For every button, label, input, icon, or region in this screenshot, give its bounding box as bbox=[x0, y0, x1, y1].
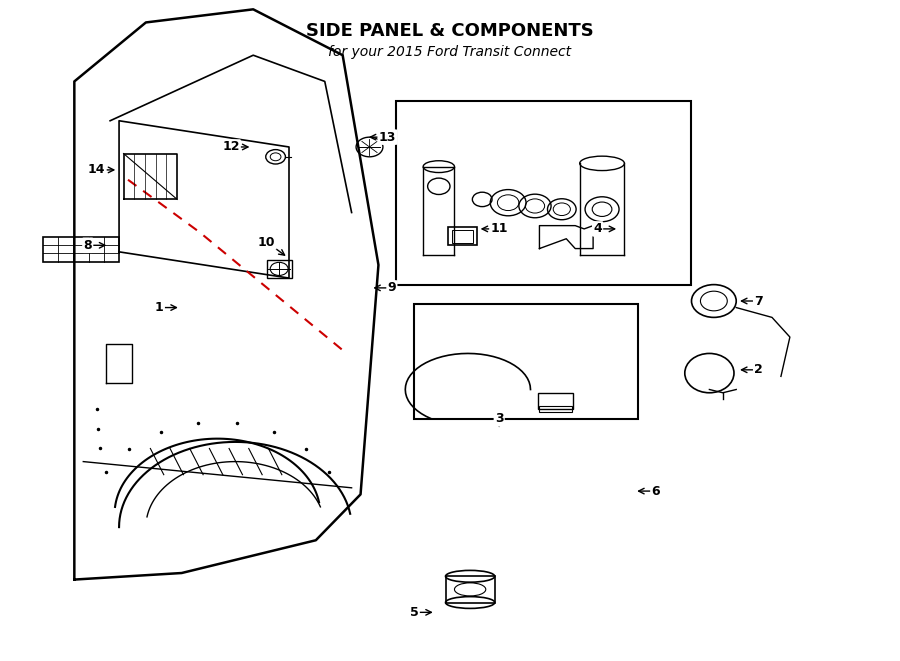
Text: 2: 2 bbox=[754, 364, 763, 376]
Text: 14: 14 bbox=[88, 163, 105, 176]
Bar bbox=[537, 393, 573, 409]
Bar bbox=[43, 237, 119, 262]
Text: for your 2015 Ford Transit Connect: for your 2015 Ford Transit Connect bbox=[328, 46, 572, 59]
Text: 3: 3 bbox=[495, 412, 503, 426]
Text: 1: 1 bbox=[155, 301, 164, 314]
Text: 4: 4 bbox=[593, 222, 602, 235]
Text: SIDE PANEL & COMPONENTS: SIDE PANEL & COMPONENTS bbox=[306, 22, 594, 40]
Text: 13: 13 bbox=[379, 131, 396, 143]
Text: 9: 9 bbox=[388, 282, 396, 294]
Text: 7: 7 bbox=[754, 295, 763, 307]
Bar bbox=[446, 576, 495, 603]
Bar bbox=[452, 229, 473, 243]
Text: 5: 5 bbox=[410, 606, 418, 619]
Bar bbox=[266, 260, 292, 278]
Bar bbox=[448, 227, 477, 245]
Text: 8: 8 bbox=[84, 239, 92, 252]
Text: 11: 11 bbox=[491, 222, 508, 235]
Text: 10: 10 bbox=[258, 235, 275, 249]
Bar bbox=[414, 304, 638, 419]
Bar bbox=[539, 406, 572, 412]
Bar bbox=[396, 101, 691, 285]
Text: 6: 6 bbox=[652, 485, 660, 498]
Text: 12: 12 bbox=[222, 141, 239, 153]
